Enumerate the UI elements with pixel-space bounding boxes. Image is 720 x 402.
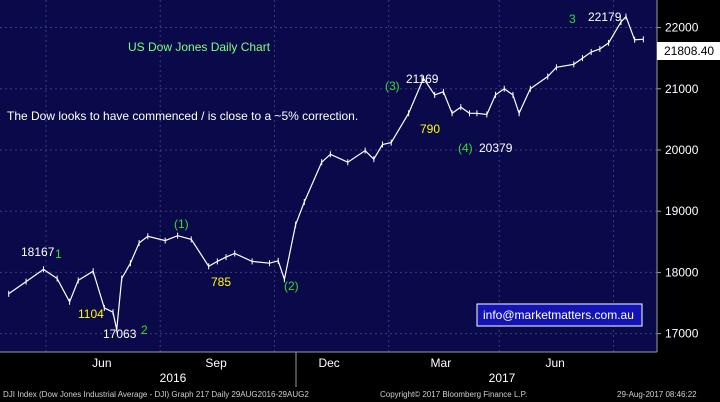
chart-title: US Dow Jones Daily Chart <box>128 40 271 54</box>
label-790: 790 <box>420 122 440 136</box>
plot-background <box>0 0 657 352</box>
label-wave-1-left: 1 <box>55 247 62 261</box>
x-axis-panel <box>0 352 720 387</box>
label-20379: 20379 <box>479 141 513 155</box>
y-tick-label: 17000 <box>665 327 699 341</box>
chart: 17000 18000 19000 20000 21000 22000 Jun Sep Dec… <box>0 0 720 387</box>
footer-bar: DJI Index (Dow Jones Industrial Average … <box>0 387 720 402</box>
x-year-label: 2017 <box>489 371 516 385</box>
y-tick-label: 18000 <box>665 265 699 279</box>
footer-timestamp: 29-Aug-2017 08:46:22 <box>617 390 697 399</box>
label-1104: 1104 <box>78 307 104 321</box>
label-wave-2: (2) <box>284 279 299 293</box>
price-series <box>8 13 644 333</box>
label-wave-3: (3) <box>385 79 400 93</box>
y-tick-label: 22000 <box>665 21 699 35</box>
label-17063: 17063 <box>103 327 137 341</box>
info-email[interactable]: info@marketmatters.com.au <box>483 308 634 322</box>
last-price-box <box>657 42 720 60</box>
last-price-label: 21808.40 <box>664 44 714 58</box>
y-axis-ticks: 17000 18000 19000 20000 21000 22000 <box>657 21 699 341</box>
gridlines <box>0 0 657 352</box>
label-22179: 22179 <box>588 10 622 24</box>
label-wave-4: (4) <box>458 141 473 155</box>
y-tick-label: 21000 <box>665 82 699 96</box>
x-tick-label: Jun <box>92 356 111 370</box>
label-21169: 21169 <box>406 72 439 86</box>
comment-text: The Dow looks to have commenced / is clo… <box>7 109 358 123</box>
x-axis-ticks: Jun Sep Dec Mar Jun 2016 2017 <box>92 356 565 385</box>
footer-copyright: Copyright© 2017 Bloomberg Finance L.P. <box>380 390 528 399</box>
footer-source: DJI Index (Dow Jones Industrial Average … <box>3 390 309 399</box>
y-tick-label: 19000 <box>665 204 699 218</box>
label-785: 785 <box>211 275 231 289</box>
x-tick-label: Jun <box>545 356 564 370</box>
x-tick-label: Mar <box>431 356 452 370</box>
x-year-label: 2016 <box>160 371 187 385</box>
label-wave-2-bottom: 2 <box>141 323 148 337</box>
label-wave-3-top: 3 <box>569 12 576 26</box>
x-tick-label: Dec <box>318 356 339 370</box>
info-box <box>476 303 643 327</box>
label-18167: 18167 <box>21 245 55 259</box>
label-wave-1: (1) <box>174 217 189 231</box>
x-tick-label: Sep <box>205 356 227 370</box>
y-tick-label: 20000 <box>665 143 699 157</box>
